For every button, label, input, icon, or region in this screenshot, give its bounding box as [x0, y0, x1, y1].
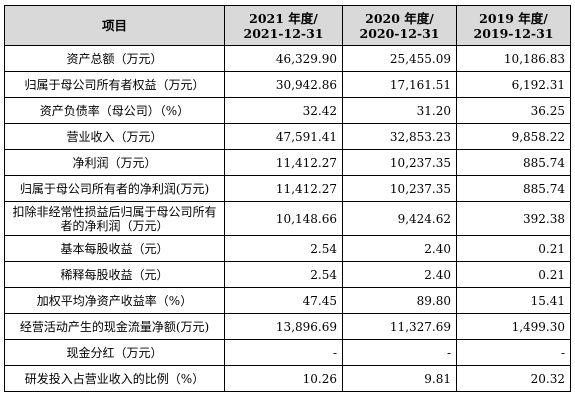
row-label: 加权平均净资产收益率（%）	[4, 287, 225, 314]
cell-2020: 2.40	[342, 235, 457, 262]
cell-2021: -	[224, 339, 343, 366]
cell-2019: 6,192.31	[456, 71, 571, 98]
row-label: 经营活动产生的现金流量净额(万元)	[4, 313, 225, 340]
header-year-2019-date: 2019-12-31	[473, 25, 554, 41]
cell-2020: 31.20	[342, 97, 457, 124]
row-label: 扣除非经常性损益后归属于母公司所有者的净利润（万元）	[4, 201, 225, 236]
table-row: 经营活动产生的现金流量净额(万元) 13,896.69 11,327.69 1,…	[4, 313, 571, 340]
cell-2020: 10,237.35	[342, 149, 457, 176]
cell-2019: 885.74	[456, 149, 571, 176]
table-row: 基本每股收益（元） 2.54 2.40 0.21	[4, 235, 571, 262]
header-year-2021: 2021 年度/ 2021-12-31	[224, 5, 343, 46]
cell-2019: 0.21	[456, 235, 571, 262]
table-row: 现金分红（万元） - - -	[4, 339, 571, 366]
row-label: 基本每股收益（元）	[4, 235, 225, 262]
cell-2021: 47.45	[224, 287, 343, 314]
cell-2020: 32,853.23	[342, 123, 457, 150]
cell-2019: 9,858.22	[456, 123, 571, 150]
table-row: 归属于母公司所有者的净利润(万元) 11,412.27 10,237.35 88…	[4, 175, 571, 202]
row-label: 资产负债率（母公司）（%）	[4, 97, 225, 124]
header-year-2019: 2019 年度/ 2019-12-31	[456, 5, 571, 46]
header-year-2019-period: 2019 年度/	[479, 10, 548, 26]
cell-2020: 25,455.09	[342, 45, 457, 72]
cell-2020: 17,161.51	[342, 71, 457, 98]
row-label: 资产总额（万元）	[4, 45, 225, 72]
cell-2021: 30,942.86	[224, 71, 343, 98]
header-year-2020: 2020 年度/ 2020-12-31	[342, 5, 457, 46]
cell-2020: 11,327.69	[342, 313, 457, 340]
row-label: 归属于母公司所有者的净利润(万元)	[4, 175, 225, 202]
table-row: 净利润（万元） 11,412.27 10,237.35 885.74	[4, 149, 571, 176]
cell-2021: 13,896.69	[224, 313, 343, 340]
cell-2020: 10,237.35	[342, 175, 457, 202]
table-row: 归属于母公司所有者权益（万元） 30,942.86 17,161.51 6,19…	[4, 71, 571, 98]
cell-2021: 11,412.27	[224, 175, 343, 202]
cell-2019: -	[456, 339, 571, 366]
cell-2020: 2.40	[342, 261, 457, 288]
financial-summary-table: 项目 2021 年度/ 2021-12-31 2020 年度/ 2020-12-…	[4, 5, 571, 392]
table-row: 营业收入（万元） 47,591.41 32,853.23 9,858.22	[4, 123, 571, 150]
cell-2021: 10,148.66	[224, 201, 343, 236]
cell-2019: 15.41	[456, 287, 571, 314]
cell-2019: 392.38	[456, 201, 571, 236]
cell-2020: -	[342, 339, 457, 366]
table-row: 资产负债率（母公司）（%） 32.42 31.20 36.25	[4, 97, 571, 124]
row-label: 研发投入占营业收入的比例（%）	[4, 365, 225, 392]
row-label: 稀释每股收益（元）	[4, 261, 225, 288]
row-label: 净利润（万元）	[4, 149, 225, 176]
cell-2021: 11,412.27	[224, 149, 343, 176]
table-header-row: 项目 2021 年度/ 2021-12-31 2020 年度/ 2020-12-…	[4, 5, 571, 46]
table-row: 资产总额（万元） 46,329.90 25,455.09 10,186.83	[4, 45, 571, 72]
cell-2019: 885.74	[456, 175, 571, 202]
cell-2021: 2.54	[224, 235, 343, 262]
row-label: 归属于母公司所有者权益（万元）	[4, 71, 225, 98]
row-label: 营业收入（万元）	[4, 123, 225, 150]
table-row: 扣除非经常性损益后归属于母公司所有者的净利润（万元） 10,148.66 9,4…	[4, 201, 571, 236]
cell-2021: 10.26	[224, 365, 343, 392]
cell-2021: 46,329.90	[224, 45, 343, 72]
header-year-2020-date: 2020-12-31	[359, 25, 440, 41]
header-year-2021-period: 2021 年度/	[249, 10, 318, 26]
header-item: 项目	[4, 5, 225, 46]
header-year-2021-date: 2021-12-31	[243, 25, 324, 41]
table-row: 研发投入占营业收入的比例（%） 10.26 9.81 20.32	[4, 365, 571, 392]
cell-2019: 36.25	[456, 97, 571, 124]
table-row: 加权平均净资产收益率（%） 47.45 89.80 15.41	[4, 287, 571, 314]
cell-2019: 0.21	[456, 261, 571, 288]
cell-2021: 47,591.41	[224, 123, 343, 150]
cell-2019: 1,499.30	[456, 313, 571, 340]
cell-2021: 2.54	[224, 261, 343, 288]
row-label: 现金分红（万元）	[4, 339, 225, 366]
cell-2020: 9,424.62	[342, 201, 457, 236]
cell-2019: 10,186.83	[456, 45, 571, 72]
cell-2021: 32.42	[224, 97, 343, 124]
table-row: 稀释每股收益（元） 2.54 2.40 0.21	[4, 261, 571, 288]
cell-2020: 9.81	[342, 365, 457, 392]
header-year-2020-period: 2020 年度/	[365, 10, 434, 26]
cell-2019: 20.32	[456, 365, 571, 392]
cell-2020: 89.80	[342, 287, 457, 314]
